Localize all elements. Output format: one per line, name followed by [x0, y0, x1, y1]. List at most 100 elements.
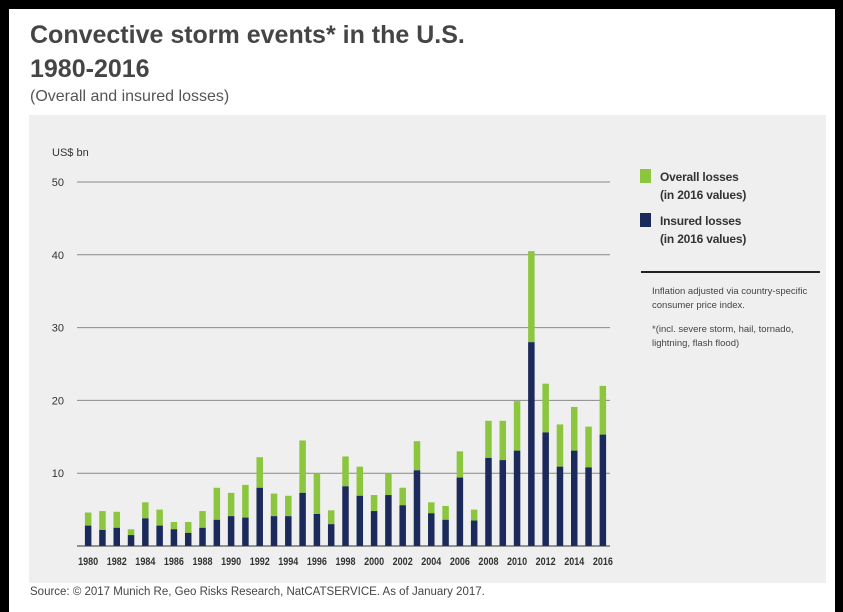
bar-overall-2016 — [599, 385, 607, 435]
legend-label-insured: Insured losses (in 2016 values) — [660, 214, 747, 246]
bar-insured-2003 — [413, 470, 421, 546]
bar-insured-1990 — [227, 516, 235, 546]
bar-overall-2002 — [399, 487, 406, 506]
bar-insured-1987 — [184, 532, 192, 546]
bar-insured-1997 — [327, 524, 335, 546]
bar-overall-1997 — [327, 510, 335, 525]
bar-insured-1986 — [170, 529, 178, 546]
bar-overall-2009 — [499, 420, 507, 461]
x-tick-label-2002: 2002 — [393, 556, 413, 568]
bar-overall-2001 — [385, 473, 392, 496]
bar-overall-2015 — [585, 426, 592, 468]
bar-overall-1988 — [199, 511, 206, 528]
y-axis-label: US$ bn — [52, 147, 89, 159]
x-tick-label-1984: 1984 — [135, 556, 155, 568]
legend-item-insured: Insured losses (in 2016 values) — [640, 212, 820, 248]
bar-insured-2007 — [470, 520, 478, 546]
chart-title: Convective storm events* in the U.S. 198… — [30, 21, 465, 83]
bar-insured-1991 — [242, 517, 249, 546]
x-tick-label-1980: 1980 — [78, 556, 98, 568]
note-event-types: *(incl. severe storm, hail, tornado, lig… — [652, 324, 794, 349]
bar-insured-2008 — [485, 457, 492, 546]
bar-overall-1980 — [84, 512, 92, 526]
legend-item-overall: Overall losses (in 2016 values) — [640, 168, 820, 204]
chart-subtitle: (Overall and insured losses) — [30, 88, 230, 105]
bar-overall-2000 — [370, 495, 378, 512]
chart-panel — [29, 115, 826, 583]
x-tick-label-2006: 2006 — [450, 556, 470, 568]
legend-swatch-insured — [640, 213, 651, 227]
bar-overall-1986 — [170, 521, 178, 530]
bar-insured-1999 — [356, 495, 364, 546]
bar-insured-1998 — [342, 486, 349, 546]
bar-overall-2003 — [413, 441, 421, 471]
bar-overall-1982 — [113, 511, 120, 528]
bar-insured-2006 — [456, 477, 464, 546]
bar-insured-1989 — [213, 519, 221, 546]
x-tick-label-2004: 2004 — [421, 556, 441, 568]
x-tick-label-1986: 1986 — [164, 556, 184, 568]
bar-overall-1990 — [227, 492, 235, 517]
x-tick-label-1996: 1996 — [307, 556, 327, 568]
bar-overall-1989 — [213, 487, 221, 520]
bar-insured-1983 — [127, 535, 135, 546]
bar-insured-1980 — [84, 525, 92, 546]
bar-overall-2004 — [428, 502, 435, 514]
y-tick-label-30: 30 — [52, 323, 64, 335]
x-tick-label-1992: 1992 — [250, 556, 270, 568]
bar-overall-2006 — [456, 451, 464, 478]
bar-overall-1987 — [184, 521, 192, 533]
y-tick-label-20: 20 — [52, 395, 64, 407]
x-tick-label-1994: 1994 — [278, 556, 298, 568]
bar-insured-2012 — [542, 432, 549, 546]
bar-insured-1985 — [156, 525, 163, 546]
bar-insured-2013 — [556, 466, 564, 546]
bar-overall-2014 — [571, 406, 578, 451]
bar-overall-2007 — [470, 509, 478, 521]
note-inflation: Inflation adjusted via country-specific … — [652, 286, 808, 311]
bar-overall-1993 — [270, 493, 278, 517]
bar-insured-2009 — [499, 460, 507, 546]
legend: Overall losses (in 2016 values) Insured … — [640, 168, 820, 256]
x-tick-label-2012: 2012 — [536, 556, 556, 568]
bar-insured-2002 — [399, 505, 406, 546]
bar-insured-2005 — [442, 519, 449, 546]
bar-insured-2016 — [599, 434, 607, 546]
legend-divider — [641, 271, 820, 273]
x-tick-label-2010: 2010 — [507, 556, 527, 568]
bar-insured-2010 — [513, 450, 521, 546]
bar-overall-1998 — [342, 456, 349, 487]
bar-overall-1983 — [127, 529, 135, 536]
y-tick-label-10: 10 — [52, 468, 64, 480]
bar-overall-1981 — [99, 511, 106, 530]
bar-insured-1982 — [113, 527, 120, 546]
bar-insured-2000 — [370, 511, 378, 546]
bar-insured-2001 — [385, 495, 392, 546]
bar-overall-1991 — [242, 484, 249, 518]
x-tick-label-1998: 1998 — [335, 556, 355, 568]
bar-insured-1988 — [199, 527, 206, 546]
bar-overall-2008 — [485, 420, 492, 458]
bar-overall-2013 — [556, 424, 564, 467]
bar-overall-1985 — [156, 509, 163, 526]
bar-overall-1994 — [285, 495, 292, 517]
y-tick-label-40: 40 — [52, 250, 64, 262]
x-tick-label-1990: 1990 — [221, 556, 241, 568]
y-tick-label-50: 50 — [52, 177, 64, 189]
bar-insured-1993 — [270, 516, 278, 546]
bar-insured-1994 — [285, 516, 292, 546]
x-tick-label-2014: 2014 — [564, 556, 584, 568]
bar-overall-2012 — [542, 383, 549, 433]
source-line: Source: © 2017 Munich Re, Geo Risks Rese… — [30, 586, 485, 598]
x-tick-label-1982: 1982 — [107, 556, 127, 568]
legend-swatch-overall — [640, 169, 651, 183]
chart-notes: Inflation adjusted via country-specific … — [652, 285, 820, 361]
bar-overall-2010 — [513, 401, 521, 451]
bar-overall-1984 — [142, 502, 149, 519]
x-tick-label-2016: 2016 — [593, 556, 613, 568]
bar-overall-2011 — [528, 251, 535, 343]
bar-insured-1981 — [99, 529, 106, 546]
bar-overall-1992 — [256, 457, 263, 488]
bar-insured-2014 — [571, 450, 578, 546]
